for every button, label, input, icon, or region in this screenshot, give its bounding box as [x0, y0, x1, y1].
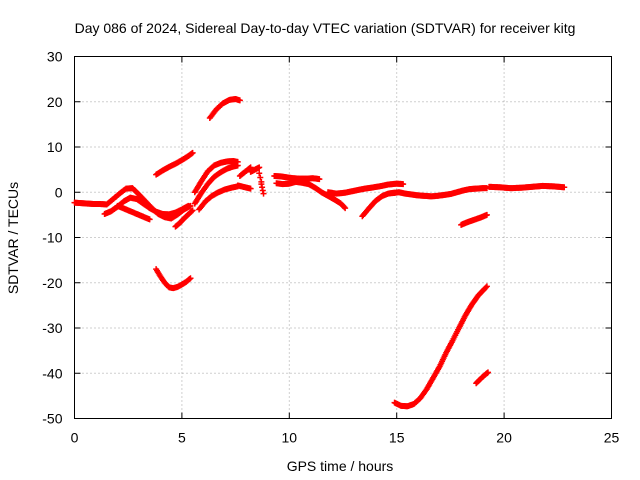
data-point	[316, 176, 323, 183]
series-sat-s	[391, 283, 490, 410]
y-tick-label: -20	[42, 275, 62, 291]
x-tick-label: 20	[496, 430, 512, 446]
x-tick-label: 5	[178, 430, 186, 446]
series-sat-a	[71, 185, 194, 222]
data-point	[342, 205, 349, 212]
y-axis-title: SDTVAR / TECUs	[5, 182, 21, 294]
data-point	[189, 149, 196, 156]
chart-title: Day 086 of 2024, Sidereal Day-to-day VTE…	[75, 20, 576, 36]
data-point	[482, 284, 489, 291]
y-tick-label: -10	[42, 230, 62, 246]
y-tick-label: -40	[42, 365, 62, 381]
x-tick-label: 25	[604, 430, 620, 446]
data-point	[256, 164, 263, 171]
y-tick-label: 0	[55, 184, 63, 200]
x-tick-label: 10	[282, 430, 298, 446]
series-sat-r	[486, 182, 568, 192]
data-point	[260, 190, 267, 197]
data-point	[247, 185, 254, 192]
data-point	[400, 181, 407, 188]
data-point	[187, 275, 194, 282]
data-point	[256, 170, 263, 177]
y-tick-label: -30	[42, 320, 62, 336]
data-point	[483, 211, 490, 218]
data-point	[483, 283, 490, 290]
y-tick-label: 30	[47, 49, 63, 65]
data-point	[257, 174, 264, 181]
series-sat-f	[153, 266, 194, 292]
data-point	[185, 202, 192, 209]
series-sat-b	[101, 194, 192, 218]
grid-lines	[74, 56, 612, 419]
series-sat-t	[473, 369, 491, 387]
series-sat-n	[324, 180, 407, 197]
data-point	[341, 204, 348, 211]
axis-ticks: 0 5 10 15 20 25 -50 -40 -30 -20 -10 0 10 20 30	[42, 49, 619, 446]
series-sat-j	[196, 183, 241, 213]
x-axis-title: GPS time / hours	[287, 458, 394, 474]
series-sat-l	[271, 172, 323, 183]
data-point	[234, 162, 241, 169]
data-point	[189, 207, 196, 214]
data-points	[71, 96, 568, 410]
y-tick-label: 10	[47, 139, 63, 155]
data-point	[561, 184, 568, 191]
data-point	[484, 369, 491, 376]
data-point	[188, 208, 195, 215]
series-sat-q	[458, 211, 490, 228]
series-sat-k	[234, 164, 267, 197]
data-point	[236, 97, 243, 104]
y-tick-label: -50	[42, 411, 62, 427]
series-sat-g	[206, 96, 243, 122]
x-tick-label: 0	[71, 430, 79, 446]
data-point	[146, 216, 153, 223]
series-sat-d	[153, 149, 196, 178]
series-sat-i	[191, 162, 241, 207]
series-sat-e	[172, 207, 196, 230]
series-sat-c	[114, 202, 153, 223]
y-tick-label: 20	[47, 94, 63, 110]
series-sat-m	[273, 178, 349, 212]
x-tick-label: 15	[389, 430, 405, 446]
